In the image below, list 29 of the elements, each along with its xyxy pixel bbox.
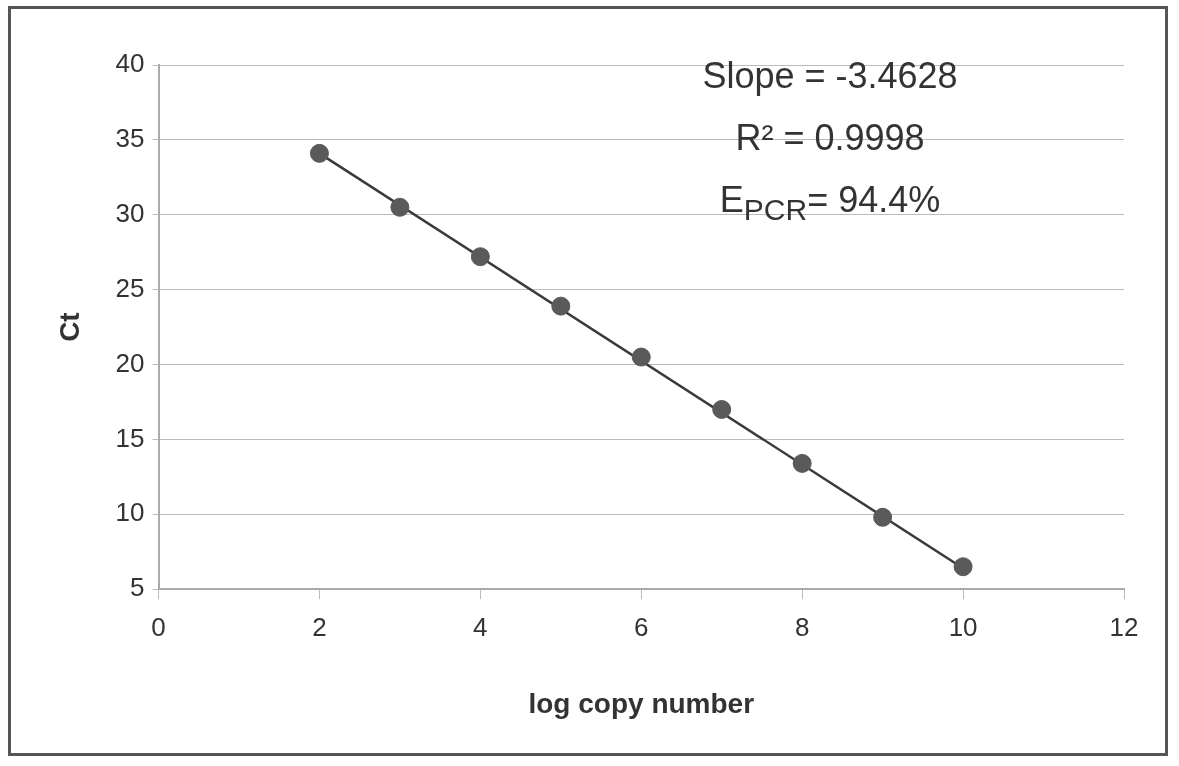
x-tick-label: 2 [312,611,327,642]
x-tick-label: 8 [794,611,810,642]
y-tick-label: 20 [115,347,145,378]
annotation: Slope = -3.4628 [701,54,959,98]
point [792,453,812,473]
y-tick-label: 35 [115,123,145,154]
x-tick-label: 0 [151,611,166,642]
x-tick-label: 4 [473,611,488,642]
point [309,143,329,163]
y-tick-label: 25 [115,272,145,303]
point [712,399,732,419]
point [873,507,893,527]
point [953,557,973,577]
y-tick-label: 15 [115,422,145,453]
x-tick-label: 12 [1109,611,1139,642]
x-tick-label: 10 [948,611,978,642]
y-axis-title: Ct [53,312,85,342]
y-tick-label: 5 [130,572,145,603]
point [551,296,571,316]
y-tick-label: 40 [115,48,145,79]
y-tick-label: 30 [115,197,145,228]
annotation: E$_{PCR}$= 94.4% [718,178,942,229]
point [470,247,490,267]
point [631,347,651,367]
annotation: R² = 0.9998 [734,116,926,160]
x-axis-title: log copy number [528,687,755,719]
point [390,197,410,217]
y-tick-label: 10 [115,497,145,528]
x-tick-label: 6 [634,611,649,642]
